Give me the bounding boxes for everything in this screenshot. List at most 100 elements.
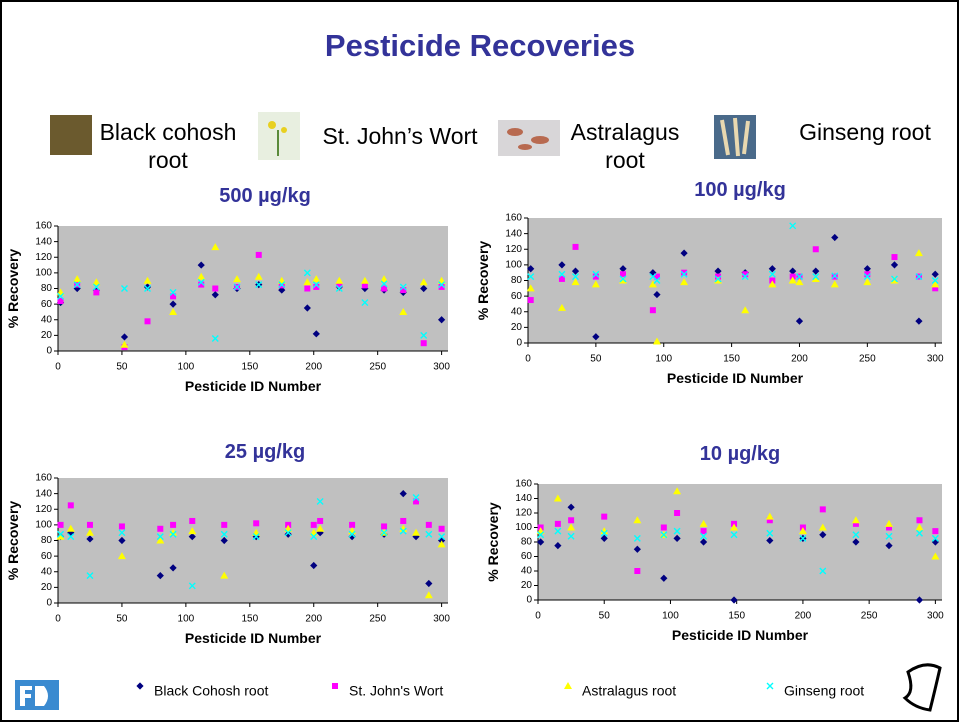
y-tick-label: 20: [511, 322, 523, 333]
x-axis-label: Pesticide ID Number: [672, 627, 809, 643]
x-tick-label: 200: [791, 354, 808, 365]
plot-area: [528, 218, 942, 343]
point: [400, 287, 406, 293]
point: [573, 244, 579, 250]
legend-label: Astralagus root: [582, 683, 676, 699]
x-tick-label: 300: [433, 614, 450, 625]
slide-title: Pesticide Recoveries: [0, 28, 960, 64]
slice: [507, 128, 523, 136]
legend-marker: [767, 683, 773, 689]
x-tick-label: 250: [369, 614, 386, 625]
y-axis-label: % Recovery: [5, 249, 21, 329]
y-tick-label: 20: [41, 330, 53, 341]
hhs-logo: [905, 665, 940, 710]
x-tick-label: 150: [241, 614, 258, 625]
y-tick-label: 160: [505, 213, 522, 224]
y-tick-label: 80: [41, 283, 53, 294]
slice: [518, 144, 532, 150]
y-tick-label: 0: [516, 338, 522, 349]
x-tick-label: 200: [305, 362, 322, 373]
y-tick-label: 120: [515, 508, 532, 519]
y-tick-label: 20: [41, 582, 53, 593]
y-tick-label: 100: [515, 522, 532, 533]
y-tick-label: 140: [35, 236, 52, 247]
point: [253, 520, 259, 526]
point: [58, 522, 64, 528]
y-tick-label: 100: [35, 520, 52, 531]
point: [317, 518, 323, 524]
chart-title: 10 µg/kg: [700, 443, 780, 465]
y-tick-label: 80: [511, 275, 523, 286]
x-tick-label: 250: [861, 611, 878, 622]
sample-label: Astralagus root: [560, 118, 690, 174]
point: [221, 522, 227, 528]
x-tick-label: 300: [433, 362, 450, 373]
x-axis-label: Pesticide ID Number: [185, 378, 322, 394]
point: [304, 286, 310, 292]
x-tick-label: 250: [369, 362, 386, 373]
y-tick-label: 60: [41, 299, 53, 310]
point: [212, 286, 218, 292]
x-tick-label: 250: [859, 354, 876, 365]
point: [439, 526, 445, 532]
x-tick-label: 150: [723, 354, 740, 365]
x-tick-label: 300: [927, 354, 944, 365]
y-tick-label: 140: [505, 228, 522, 239]
x-tick-label: 100: [178, 362, 195, 373]
y-axis-label: % Recovery: [475, 241, 491, 321]
sample-label: St. John’s Wort: [300, 122, 500, 150]
flower: [281, 127, 287, 133]
x-tick-label: 200: [795, 611, 812, 622]
plot-area: [538, 484, 942, 600]
point: [555, 521, 561, 527]
y-tick-label: 160: [35, 221, 52, 232]
point: [634, 568, 640, 574]
x-tick-label: 50: [590, 354, 602, 365]
plot-area: [58, 478, 448, 603]
point: [674, 510, 680, 516]
flower: [268, 121, 276, 129]
point: [661, 525, 667, 531]
x-tick-label: 50: [116, 614, 128, 625]
x-tick-label: 150: [241, 362, 258, 373]
point: [528, 297, 534, 303]
point: [601, 514, 607, 520]
point: [568, 517, 574, 523]
point: [650, 307, 656, 313]
point: [426, 522, 432, 528]
point: [157, 526, 163, 532]
x-tick-label: 100: [655, 354, 672, 365]
point: [256, 252, 262, 258]
point: [93, 289, 99, 295]
x-tick-label: 300: [927, 611, 944, 622]
x-axis-label: Pesticide ID Number: [185, 630, 322, 646]
photo-astralagus: [498, 120, 560, 156]
legend-marker: [136, 682, 143, 689]
y-tick-label: 80: [41, 535, 53, 546]
point: [145, 318, 151, 324]
y-tick-label: 60: [521, 551, 533, 562]
point: [349, 522, 355, 528]
y-tick-label: 100: [35, 268, 52, 279]
y-tick-label: 40: [41, 566, 53, 577]
y-tick-label: 20: [521, 580, 533, 591]
point: [421, 340, 427, 346]
point: [891, 254, 897, 260]
point: [170, 522, 176, 528]
y-axis-label: % Recovery: [5, 501, 21, 581]
x-tick-label: 100: [662, 611, 679, 622]
point: [400, 518, 406, 524]
y-tick-label: 140: [515, 493, 532, 504]
chart-title: 100 µg/kg: [694, 179, 786, 201]
y-tick-label: 40: [521, 566, 533, 577]
legend-label: St. John's Wort: [349, 683, 443, 699]
y-tick-label: 40: [511, 306, 523, 317]
legend-marker: [564, 682, 572, 689]
slide: 500 µg/kg0204060801001201401600501001502…: [0, 0, 960, 723]
x-tick-label: 200: [305, 614, 322, 625]
point: [119, 523, 125, 529]
x-tick-label: 0: [55, 362, 61, 373]
y-tick-label: 80: [521, 537, 533, 548]
x-axis-label: Pesticide ID Number: [667, 370, 804, 386]
chart-title: 25 µg/kg: [225, 441, 305, 463]
